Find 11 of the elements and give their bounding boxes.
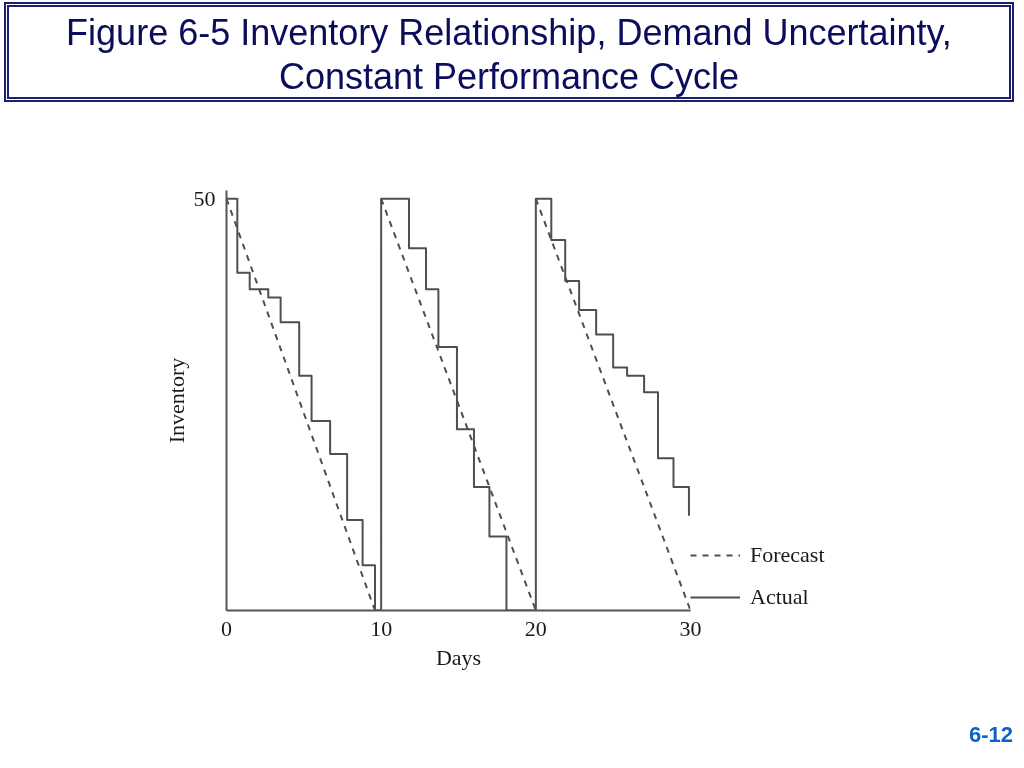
legend-label: Actual xyxy=(750,584,809,610)
legend-label: Forecast xyxy=(750,542,825,568)
chart-title: Figure 6-5 Inventory Relationship, Demand Uncertainty, Constant Performance Cycle xyxy=(65,11,953,99)
y-axis-title: Inventory xyxy=(163,357,189,444)
text: 50 xyxy=(193,185,216,211)
text: 6-12 xyxy=(968,721,1013,749)
x-tick-label: 30 xyxy=(679,615,702,641)
x-tick-label: 0 xyxy=(221,615,232,641)
x-tick-label: 20 xyxy=(524,615,547,641)
x-axis-title: Days xyxy=(435,644,482,670)
x-tick-label: 10 xyxy=(370,615,393,641)
